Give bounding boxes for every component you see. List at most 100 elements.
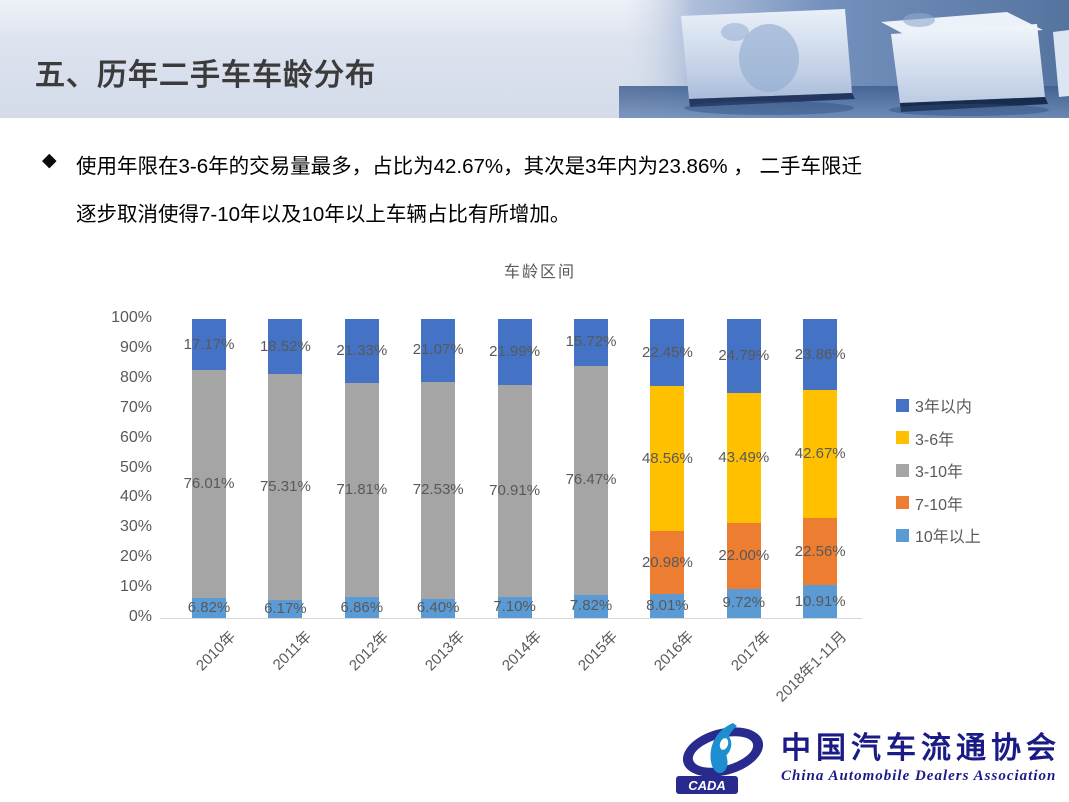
data-label: 21.33%	[336, 341, 388, 359]
bullet-text-line2: 逐步取消使得7-10年以及10年以上车辆占比有所增加。	[76, 203, 571, 226]
data-label: 6.17%	[264, 599, 307, 617]
y-axis-tick-label: 20%	[119, 548, 152, 566]
bar-segment-7-10年	[803, 517, 838, 586]
data-label: 22.56%	[794, 542, 846, 560]
y-axis-tick-label: 90%	[119, 338, 152, 356]
cada-abbr-text: CADA	[688, 778, 726, 793]
data-label: 8.01%	[646, 597, 689, 615]
data-label: 21.99%	[489, 342, 541, 360]
bar-segment-3年以内	[268, 319, 303, 375]
data-label: 70.91%	[489, 481, 541, 499]
data-label: 15.72%	[565, 333, 617, 351]
bar-segment-3年以内	[421, 319, 456, 382]
legend-label: 7-10年	[915, 496, 964, 514]
data-label: 7.10%	[493, 598, 536, 616]
chart-title: 车龄区间	[503, 264, 576, 281]
data-label: 7.82%	[569, 597, 613, 615]
data-label: 22.45%	[641, 343, 693, 361]
y-axis-tick-label: 100%	[111, 309, 152, 326]
bar-segment-3-6年	[726, 393, 761, 524]
data-label: 71.81%	[336, 481, 388, 499]
bar-segment-10年以上	[192, 597, 226, 618]
legend-swatch-icon	[896, 398, 909, 412]
bar-segment-3-10年	[421, 381, 456, 599]
data-label: 43.49%	[718, 449, 770, 467]
legend-item: 3-10年	[896, 460, 964, 482]
stacked-bar-chart: 车龄区间 0% 10% 20% 30% 40% 50% 60% 70% 80% 90% 100% 6.…	[0, 250, 1069, 730]
bar-segment-10年以上	[574, 594, 608, 618]
bar-segment-10年以上	[803, 585, 838, 618]
legend-swatch-icon	[896, 496, 909, 510]
x-axis-line	[160, 618, 862, 619]
legend-item: 3-6年	[896, 428, 955, 449]
data-label: 10.91%	[794, 592, 846, 610]
data-label: 6.86%	[340, 598, 384, 616]
legend-label: 3-6年	[915, 431, 955, 449]
data-label: 20.98%	[641, 553, 693, 571]
logo-english-name: China Automobile Dealers Association	[781, 768, 1057, 784]
bullet-diamond-icon: ◆	[42, 150, 57, 171]
bar-segment-3-10年	[497, 384, 532, 597]
cada-logo: CADA 中国汽车流通协会 China Automobile Dealers A…	[675, 722, 1061, 796]
y-axis-tick-label: 70%	[119, 398, 152, 416]
bullet-text-line1: 使用年限在3-6年的交易量最多，占比为42.67%，其次是3年内为23.86% …	[76, 155, 862, 178]
data-label: 24.79%	[718, 347, 770, 365]
data-label: 18.52%	[259, 337, 311, 355]
bar-segment-3-10年	[574, 365, 608, 595]
logo-text-column: 中国汽车流通协会 China Automobile Dealers Associ…	[781, 732, 1061, 786]
slide-header: 五、历年二手车车龄分布	[0, 0, 1069, 118]
data-label: 42.67%	[794, 445, 846, 463]
bullet-text: 使用年限在3-6年的交易量最多，占比为42.67%，其次是3年内为23.86% …	[76, 143, 1036, 239]
y-axis-tick-label: 80%	[119, 368, 152, 386]
bar-segment-3年以内	[497, 319, 532, 385]
bar-segment-7-10年	[726, 523, 761, 589]
data-label: 6.82%	[187, 598, 231, 616]
bar-segment-10年以上	[497, 596, 532, 618]
legend-label: 3年以内	[915, 399, 972, 416]
data-label: 21.07%	[412, 341, 464, 359]
header-cubes-photo	[619, 0, 1069, 118]
logo-chinese-name: 中国汽车流通协会	[781, 732, 1061, 765]
bar-segment-3-10年	[268, 374, 303, 600]
data-label: 17.17%	[183, 335, 235, 353]
data-label: 72.53%	[412, 481, 464, 499]
legend-swatch-icon	[896, 431, 909, 445]
bar-segment-10年以上	[650, 594, 685, 618]
data-label: 9.72%	[722, 594, 766, 612]
legend-item: 3年以内	[896, 395, 972, 416]
bar-segment-10年以上	[421, 598, 456, 618]
bar-segment-3-10年	[192, 370, 226, 598]
data-label: 75.31%	[259, 477, 311, 495]
y-axis-tick-label: 60%	[119, 428, 152, 446]
bar-segment-10年以上	[344, 597, 379, 618]
data-label: 76.01%	[183, 474, 235, 492]
y-axis-tick-label: 10%	[119, 578, 152, 596]
y-axis-tick-label: 0%	[128, 608, 152, 625]
bar-segment-10年以上	[268, 599, 303, 618]
legend-swatch-icon	[896, 528, 909, 542]
bar-segment-10年以上	[726, 588, 761, 618]
bar-segment-3-6年	[650, 386, 685, 532]
y-axis-tick-label: 50%	[119, 458, 152, 476]
y-axis-tick-label: 40%	[119, 488, 152, 506]
legend-item: 7-10年	[896, 493, 964, 514]
data-label: 48.56%	[641, 449, 693, 467]
bar-segment-3年以内	[574, 318, 608, 366]
data-label: 6.40%	[416, 599, 460, 617]
bar-segment-3年以内	[650, 319, 685, 387]
cada-emblem-icon: CADA	[676, 723, 764, 794]
bar-segment-3年以内	[192, 319, 226, 371]
data-label: 22.00%	[718, 547, 770, 565]
bar-segment-3-10年	[344, 382, 379, 598]
data-label: 76.47%	[565, 471, 617, 489]
y-axis-tick-label: 30%	[119, 518, 152, 536]
legend-item: 10年以上	[896, 525, 981, 547]
bar-segment-3-6年	[803, 390, 838, 518]
legend-swatch-icon	[896, 463, 909, 477]
bar-segment-3年以内	[344, 319, 379, 383]
data-label: 23.86%	[794, 345, 846, 363]
bar-segment-7-10年	[650, 531, 685, 595]
legend-label: 3-10年	[915, 464, 964, 482]
legend-label: 10年以上	[915, 529, 981, 547]
